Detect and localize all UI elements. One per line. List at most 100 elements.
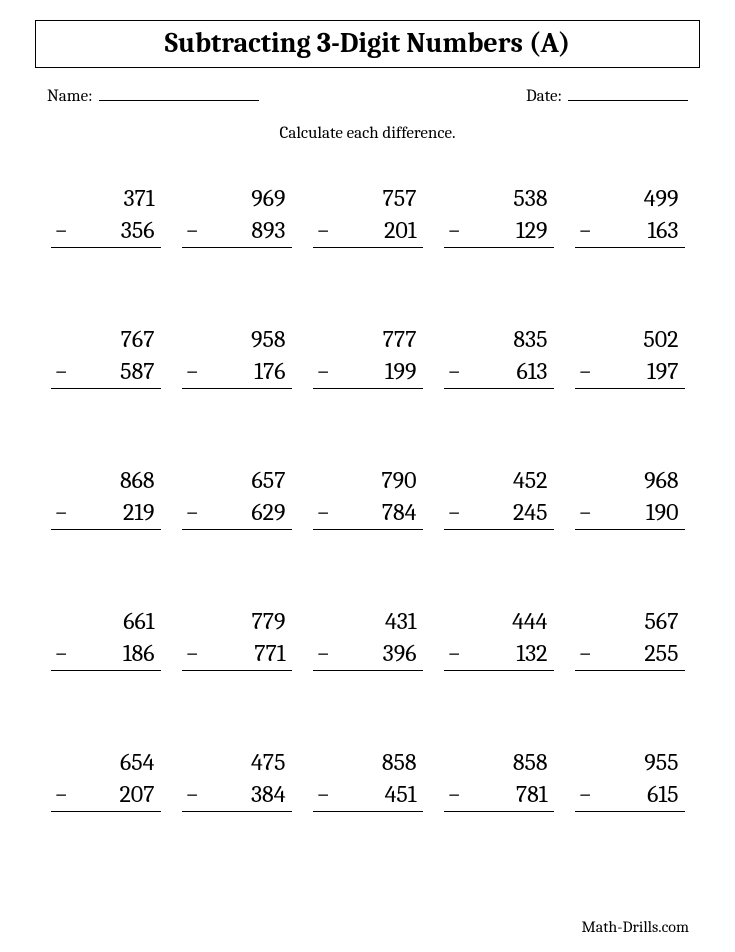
subtraction-problem: 452−245 xyxy=(444,465,554,530)
name-blank[interactable] xyxy=(99,82,259,101)
subtraction-problem: 969−893 xyxy=(182,183,292,248)
minus-sign: − xyxy=(51,497,75,527)
subtrahend-row: −587 xyxy=(51,356,161,389)
minuend: 955 xyxy=(575,747,685,777)
subtraction-problem: 958−176 xyxy=(182,324,292,389)
minuend: 661 xyxy=(51,606,161,636)
minus-sign: − xyxy=(575,638,599,668)
subtrahend: 207 xyxy=(75,779,161,809)
minus-sign: − xyxy=(575,779,599,809)
minuend: 779 xyxy=(182,606,292,636)
subtrahend: 384 xyxy=(206,779,292,809)
minus-sign: − xyxy=(51,215,75,245)
subtraction-problem: 444−132 xyxy=(444,606,554,671)
subtrahend: 163 xyxy=(599,215,685,245)
minus-sign: − xyxy=(313,779,337,809)
subtrahend-row: −176 xyxy=(182,356,292,389)
subtrahend-row: −384 xyxy=(182,779,292,812)
minus-sign: − xyxy=(313,497,337,527)
subtrahend: 613 xyxy=(468,356,554,386)
minuend: 767 xyxy=(51,324,161,354)
minuend: 969 xyxy=(182,183,292,213)
minuend: 868 xyxy=(51,465,161,495)
worksheet-title: Subtracting 3-Digit Numbers (A) xyxy=(36,27,699,59)
footer-credit: Math-Drills.com xyxy=(582,918,690,936)
subtraction-problem: 371−356 xyxy=(51,183,161,248)
minuend: 538 xyxy=(444,183,554,213)
minus-sign: − xyxy=(51,356,75,386)
minuend: 567 xyxy=(575,606,685,636)
title-box: Subtracting 3-Digit Numbers (A) xyxy=(35,20,700,68)
subtrahend: 629 xyxy=(206,497,292,527)
minuend: 654 xyxy=(51,747,161,777)
subtrahend-row: −629 xyxy=(182,497,292,530)
subtrahend-row: −893 xyxy=(182,215,292,248)
subtrahend-row: −255 xyxy=(575,638,685,671)
subtrahend-row: −190 xyxy=(575,497,685,530)
minus-sign: − xyxy=(182,215,206,245)
minuend: 657 xyxy=(182,465,292,495)
minus-sign: − xyxy=(182,638,206,668)
subtrahend-row: −781 xyxy=(444,779,554,812)
subtraction-problem: 499−163 xyxy=(575,183,685,248)
subtraction-problem: 835−613 xyxy=(444,324,554,389)
subtrahend: 451 xyxy=(337,779,423,809)
meta-row: Name: Date: xyxy=(35,82,700,106)
subtraction-problem: 790−784 xyxy=(313,465,423,530)
subtraction-problem: 567−255 xyxy=(575,606,685,671)
subtraction-problem: 757−201 xyxy=(313,183,423,248)
subtrahend: 129 xyxy=(468,215,554,245)
minuend: 757 xyxy=(313,183,423,213)
subtraction-problem: 955−615 xyxy=(575,747,685,812)
problems-grid: 371−356969−893757−201538−129499−163767−5… xyxy=(35,183,700,812)
minuend: 777 xyxy=(313,324,423,354)
subtrahend: 219 xyxy=(75,497,161,527)
subtrahend: 201 xyxy=(337,215,423,245)
date-field: Date: xyxy=(526,82,688,106)
subtraction-problem: 868−219 xyxy=(51,465,161,530)
minus-sign: − xyxy=(51,638,75,668)
subtraction-problem: 654−207 xyxy=(51,747,161,812)
subtraction-problem: 858−451 xyxy=(313,747,423,812)
subtrahend: 615 xyxy=(599,779,685,809)
subtrahend: 784 xyxy=(337,497,423,527)
minuend: 444 xyxy=(444,606,554,636)
minuend: 502 xyxy=(575,324,685,354)
date-blank[interactable] xyxy=(568,82,688,101)
minus-sign: − xyxy=(575,356,599,386)
subtrahend: 176 xyxy=(206,356,292,386)
subtrahend: 356 xyxy=(75,215,161,245)
subtrahend-row: −784 xyxy=(313,497,423,530)
subtrahend: 197 xyxy=(599,356,685,386)
subtrahend-row: −129 xyxy=(444,215,554,248)
minus-sign: − xyxy=(313,638,337,668)
minus-sign: − xyxy=(313,356,337,386)
minuend: 858 xyxy=(313,747,423,777)
minuend: 371 xyxy=(51,183,161,213)
minus-sign: − xyxy=(313,215,337,245)
subtraction-problem: 968−190 xyxy=(575,465,685,530)
subtraction-problem: 779−771 xyxy=(182,606,292,671)
minus-sign: − xyxy=(444,356,468,386)
subtrahend: 132 xyxy=(468,638,554,668)
minus-sign: − xyxy=(182,779,206,809)
minus-sign: − xyxy=(444,497,468,527)
subtrahend-row: −163 xyxy=(575,215,685,248)
subtrahend-row: −396 xyxy=(313,638,423,671)
subtrahend: 199 xyxy=(337,356,423,386)
subtraction-problem: 777−199 xyxy=(313,324,423,389)
subtrahend-row: −245 xyxy=(444,497,554,530)
minus-sign: − xyxy=(575,497,599,527)
subtraction-problem: 475−384 xyxy=(182,747,292,812)
subtrahend: 587 xyxy=(75,356,161,386)
minus-sign: − xyxy=(182,356,206,386)
subtrahend-row: −186 xyxy=(51,638,161,671)
subtrahend: 255 xyxy=(599,638,685,668)
subtraction-problem: 657−629 xyxy=(182,465,292,530)
subtrahend-row: −613 xyxy=(444,356,554,389)
subtrahend-row: −356 xyxy=(51,215,161,248)
name-field: Name: xyxy=(47,82,259,106)
minuend: 790 xyxy=(313,465,423,495)
minuend: 958 xyxy=(182,324,292,354)
minuend: 968 xyxy=(575,465,685,495)
